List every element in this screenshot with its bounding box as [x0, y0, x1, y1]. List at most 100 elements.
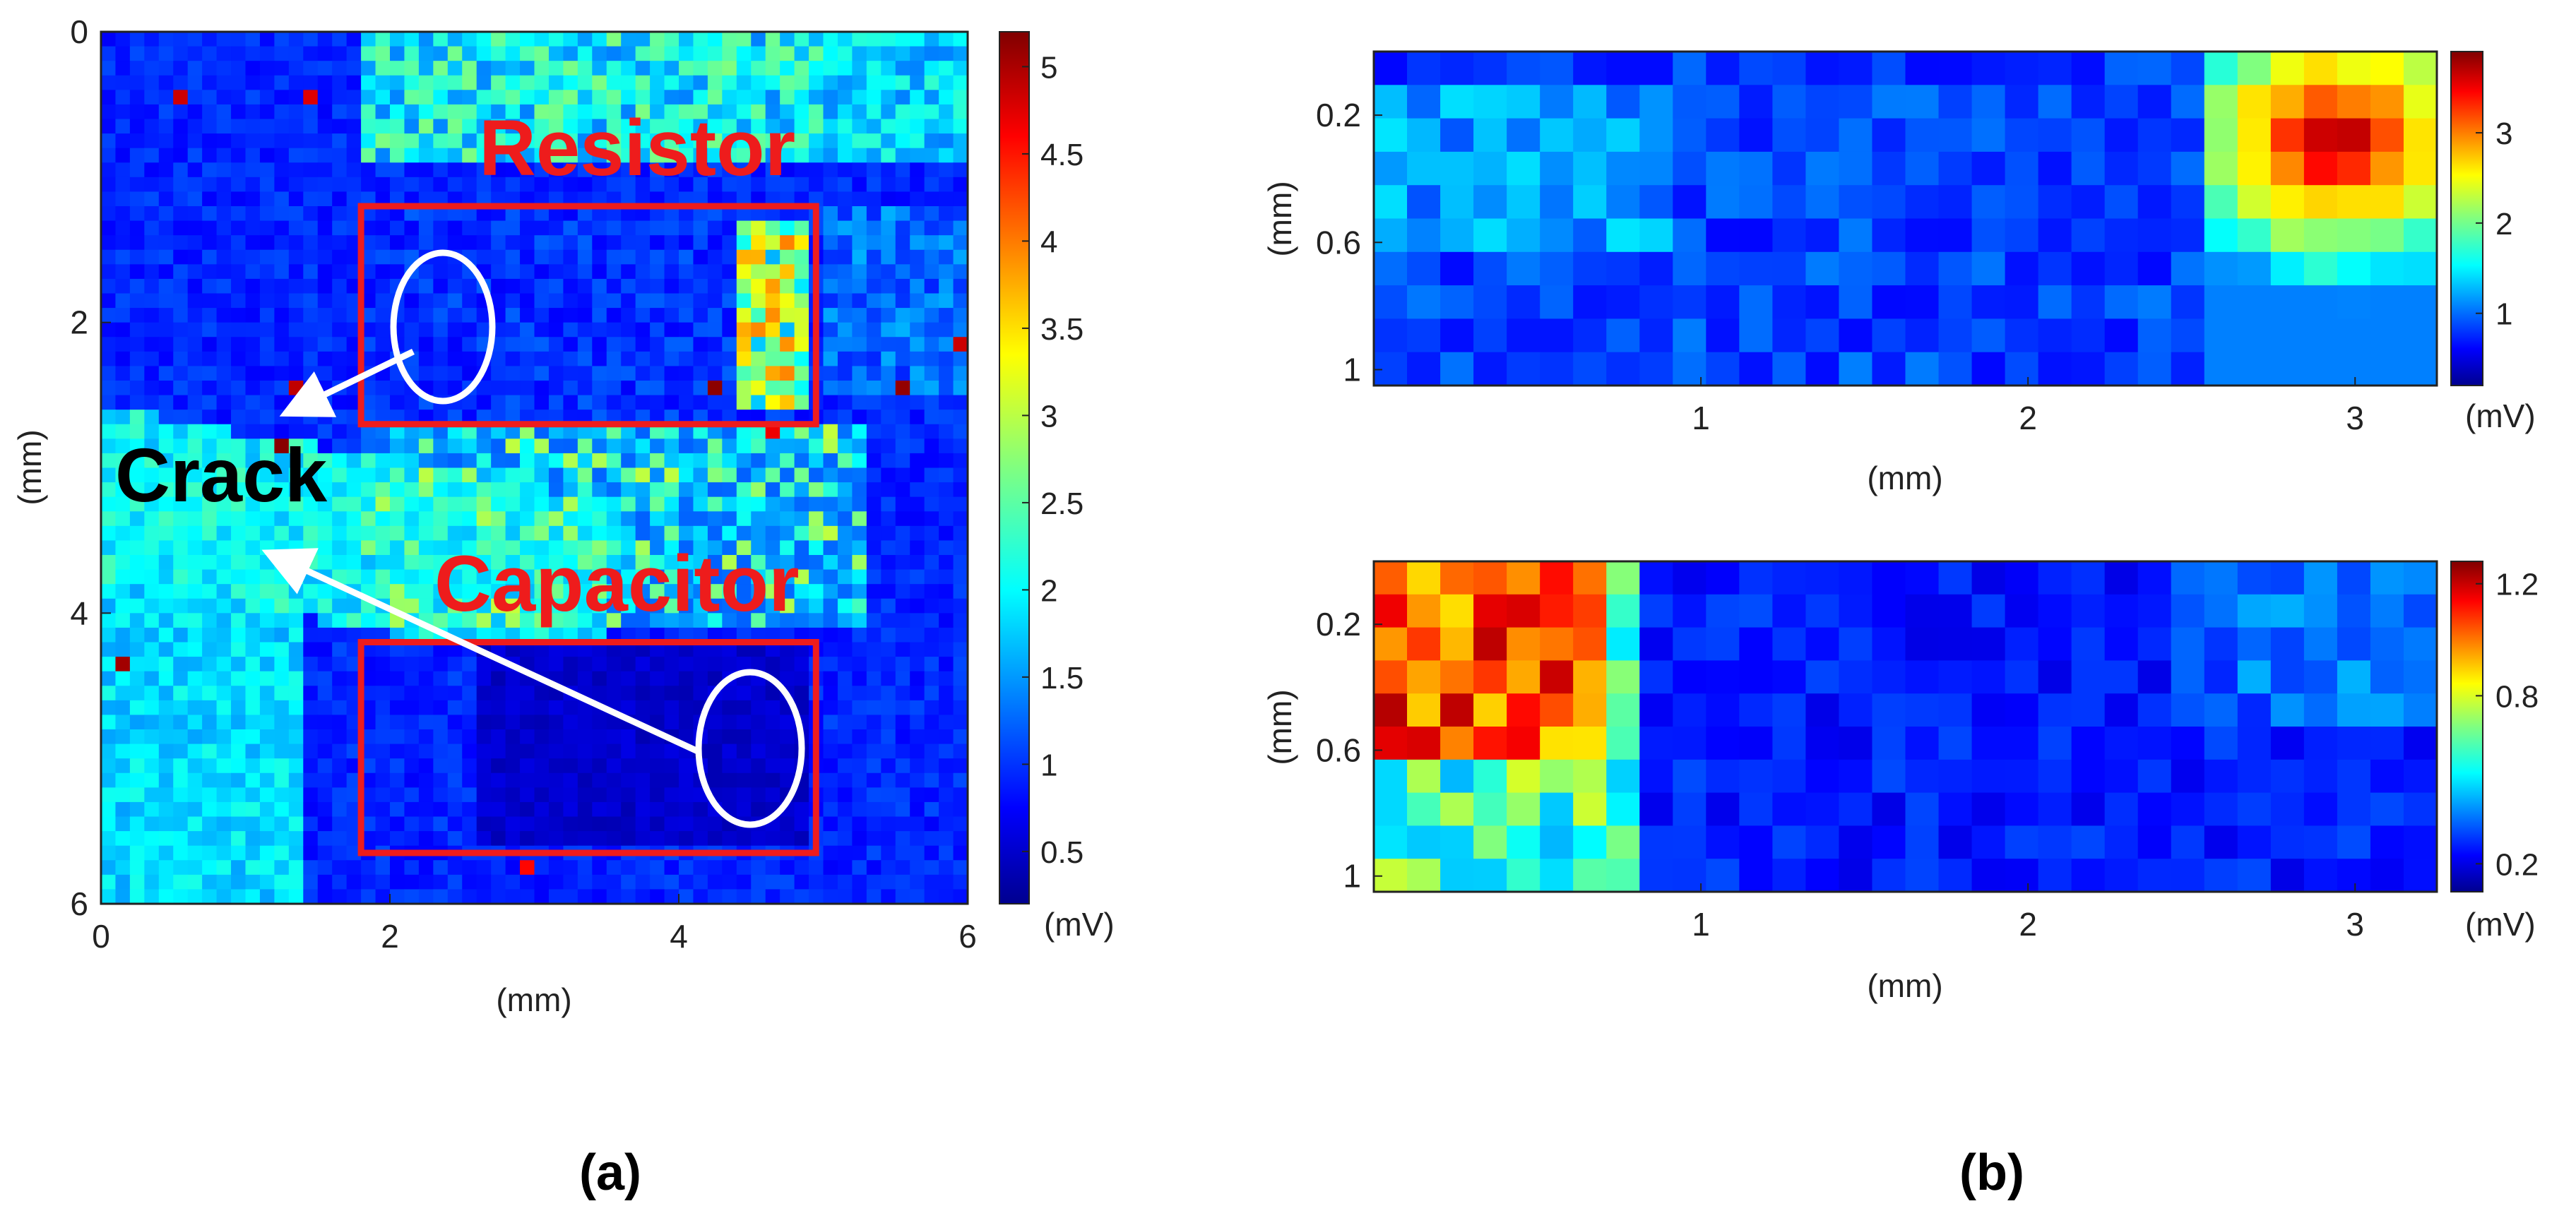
heatmap-cell	[2403, 627, 2438, 661]
heatmap-cell	[375, 525, 391, 542]
heatmap-cell	[809, 540, 824, 556]
heatmap-cell	[274, 293, 290, 309]
heatmap-cell	[505, 293, 521, 309]
heatmap-cell	[158, 787, 174, 803]
heatmap-cell	[534, 816, 550, 832]
heatmap-cell	[939, 351, 954, 367]
heatmap-cell	[101, 657, 117, 672]
heatmap-cell	[2038, 594, 2072, 628]
heatmap-cell	[751, 584, 766, 599]
heatmap-cell	[216, 511, 232, 527]
heatmap-cell	[202, 206, 218, 222]
heatmap-cell	[231, 657, 247, 672]
heatmap-cell	[852, 613, 867, 628]
heatmap-cell	[491, 46, 506, 61]
heatmap-cell	[881, 816, 896, 832]
heatmap-cell	[202, 148, 218, 163]
heatmap-cell	[1839, 825, 1873, 859]
heatmap-cell	[924, 119, 939, 134]
heatmap-cell	[924, 264, 939, 280]
heatmap-cell	[346, 657, 362, 672]
heatmap-cell	[1706, 218, 1740, 253]
heatmap-cell	[707, 758, 723, 774]
heatmap-cell	[2038, 561, 2072, 595]
heatmap-cell	[635, 351, 651, 367]
heatmap-cell	[2038, 352, 2072, 386]
heatmap-cell	[592, 264, 607, 280]
heatmap-cell	[1839, 218, 1873, 253]
heatmap-cell	[621, 482, 636, 498]
heatmap-cell	[288, 627, 304, 643]
heatmap-cell	[679, 657, 694, 672]
heatmap-cell	[115, 395, 131, 410]
heatmap-cell	[129, 293, 145, 309]
heatmap-cell	[534, 889, 550, 904]
heatmap-cell	[895, 671, 910, 686]
heatmap-cell	[1573, 52, 1607, 85]
heatmap-cell	[491, 758, 506, 774]
heatmap-cell	[1905, 594, 1940, 628]
heatmap-cell	[404, 627, 420, 643]
heatmap-cell	[910, 424, 925, 439]
heatmap-cell	[548, 75, 564, 90]
heatmap-cell	[404, 148, 420, 163]
heatmap-cell	[924, 700, 939, 716]
heatmap-cell	[2370, 825, 2404, 859]
heatmap-cell	[881, 860, 896, 876]
heatmap-cell	[173, 816, 189, 832]
heatmap-cell	[693, 874, 708, 890]
heatmap-cell	[563, 816, 578, 832]
heatmap-cell	[722, 467, 737, 483]
heatmap-cell	[780, 511, 795, 527]
heatmap-cell	[418, 46, 434, 61]
heatmap-cell	[650, 90, 665, 105]
heatmap-cell	[418, 75, 434, 90]
heatmap-cell	[2270, 561, 2305, 595]
heatmap-cell	[447, 191, 463, 207]
heatmap-cell	[751, 75, 766, 90]
heatmap-cell	[520, 249, 535, 265]
heatmap-cell	[2270, 285, 2305, 319]
heatmap-cell	[953, 337, 968, 352]
heatmap-cell	[1772, 859, 1807, 892]
heatmap-cell	[866, 351, 882, 367]
heatmap-cell	[577, 381, 593, 396]
heatmap-cell	[1872, 561, 1906, 595]
heatmap-cell	[173, 220, 189, 236]
heatmap-cell	[650, 32, 665, 47]
heatmap-cell	[881, 831, 896, 847]
heatmap-cell	[852, 889, 867, 904]
heatmap-cell	[476, 453, 492, 469]
heatmap-cell	[187, 874, 203, 890]
heatmap-cell	[751, 424, 766, 439]
heatmap-cell	[418, 278, 434, 294]
heatmap-cell	[650, 555, 665, 571]
heatmap-cell	[231, 715, 247, 730]
heatmap-cell	[332, 715, 348, 730]
heatmap-cell	[101, 598, 117, 614]
heatmap-cell	[534, 758, 550, 774]
heatmap-cell	[823, 671, 838, 686]
heatmap-cell	[2005, 727, 2039, 760]
heatmap-cell	[317, 453, 333, 469]
heatmap-cell	[144, 104, 160, 120]
heatmap-cell	[722, 191, 737, 207]
heatmap-cell	[707, 337, 723, 352]
heatmap-cell	[332, 657, 348, 672]
heatmap-cell	[693, 104, 708, 120]
heatmap-cell	[563, 657, 578, 672]
heatmap-cell	[679, 816, 694, 832]
heatmap-cell	[216, 715, 232, 730]
heatmap-cell	[939, 453, 954, 469]
heatmap-cell	[751, 772, 766, 788]
heatmap-cell	[462, 860, 477, 876]
heatmap-cell	[2137, 318, 2172, 353]
heatmap-cell	[534, 482, 550, 498]
heatmap-cell	[505, 540, 521, 556]
heatmap-cell	[2337, 859, 2371, 892]
heatmap-cell	[173, 249, 189, 265]
heatmap-cell	[187, 424, 203, 439]
heatmap-cell	[910, 177, 925, 193]
heatmap-cell	[707, 177, 723, 193]
